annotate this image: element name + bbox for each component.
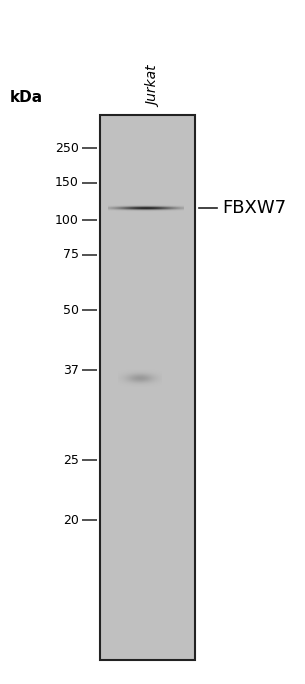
Text: 37: 37	[63, 363, 79, 376]
Bar	[100, 115, 195, 660]
Text: 100: 100	[55, 213, 79, 226]
Text: Jurkat: Jurkat	[148, 66, 162, 107]
Text: 250: 250	[55, 142, 79, 155]
Text: 150: 150	[55, 176, 79, 189]
Text: kDa: kDa	[10, 90, 43, 105]
Text: 75: 75	[63, 248, 79, 261]
Text: FBXW7: FBXW7	[222, 199, 286, 217]
Text: 50: 50	[63, 304, 79, 317]
Text: 20: 20	[63, 514, 79, 527]
Text: 25: 25	[63, 453, 79, 466]
